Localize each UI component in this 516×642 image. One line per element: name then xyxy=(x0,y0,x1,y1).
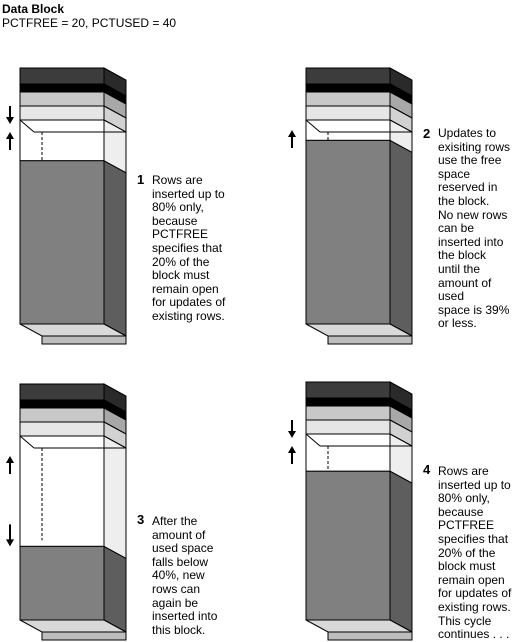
diagram-title: Data Block xyxy=(2,2,65,16)
stage-4-free-space xyxy=(305,433,391,472)
stage-3-bottom-front xyxy=(41,631,127,641)
stage-3-header-layer-4 xyxy=(19,421,105,437)
stage-4-header-layer-2 xyxy=(305,397,391,407)
stage-4-used-side xyxy=(389,470,413,633)
stage-1-used-space xyxy=(19,160,105,325)
stage-3-description: After the amount of used space falls bel… xyxy=(152,514,218,637)
stage-3-block xyxy=(6,383,127,641)
stage-2-header-layer-1 xyxy=(305,67,391,85)
stage-4-header-layer-1 xyxy=(305,381,391,399)
stage-1-header-layer-4 xyxy=(19,105,105,121)
stage-3-used-side xyxy=(103,545,127,633)
stage-1-header-layer-2 xyxy=(19,83,105,93)
stage-2-bottom-front xyxy=(327,335,413,345)
stage-2-header-layer-3 xyxy=(305,91,391,107)
stage-4-free-edge xyxy=(305,433,321,447)
stage-3-header-layer-1 xyxy=(19,383,105,401)
stage-2-block xyxy=(288,67,413,345)
stage-1-block xyxy=(6,67,127,345)
stage-3-number: 3 xyxy=(137,512,145,527)
stage-3-arrow-up-icon xyxy=(6,456,14,474)
stage-1-free-edge xyxy=(19,119,35,133)
stage-3-free-space xyxy=(19,435,105,547)
stage-3-header-layer-2 xyxy=(19,399,105,409)
stage-4-header-layer-3 xyxy=(305,405,391,421)
stage-4-bottom-front xyxy=(327,631,413,641)
stage-1-free-space xyxy=(19,119,105,162)
stage-2-used-side xyxy=(389,139,413,337)
stage-4-arrow-down-icon xyxy=(288,420,296,438)
stage-3-used-space xyxy=(19,545,105,621)
stage-4-block xyxy=(288,381,413,641)
stage-2-arrow-up-icon xyxy=(288,130,296,148)
stage-1-number: 1 xyxy=(137,172,145,187)
stage-1-header-layer-1 xyxy=(19,67,105,85)
stage-3-free-edge xyxy=(19,435,35,449)
stage-2-header-layer-2 xyxy=(305,83,391,93)
stage-4-arrow-up-icon xyxy=(288,446,296,464)
stage-2-header-layer-4 xyxy=(305,105,391,121)
stage-1-header-layer-3 xyxy=(19,91,105,107)
stage-1-used-side xyxy=(103,159,127,337)
stage-2-free-edge xyxy=(305,119,321,133)
stage-1-description: Rows are inserted up to 80% only, becaus… xyxy=(152,173,226,323)
stage-4: 4 Rows are inserted up to 80% only, beca… xyxy=(284,380,516,641)
stage-4-description: Rows are inserted up to 80% only, becaus… xyxy=(438,464,512,642)
stage-1: 1 Rows are inserted up to 80% only, beca… xyxy=(0,66,240,345)
stage-1-bottom-front xyxy=(41,335,127,345)
stage-3: 3 After the amount of used space falls b… xyxy=(0,382,240,641)
stage-3-arrow-down-icon xyxy=(6,524,14,547)
stage-2-description: Updates to exisiting rows use the free s… xyxy=(438,126,511,331)
stage-2-number: 2 xyxy=(423,126,431,141)
stage-3-header-layer-3 xyxy=(19,407,105,423)
stage-4-used-space xyxy=(305,470,391,621)
diagram-subtitle: PCTFREE = 20, PCTUSED = 40 xyxy=(2,16,177,30)
stage-3-free-side xyxy=(103,435,127,560)
stage-4-number: 4 xyxy=(423,462,431,477)
stage-1-arrow-up-icon xyxy=(6,132,14,150)
stage-1-arrow-down-icon xyxy=(6,106,14,124)
stage-4-header-layer-4 xyxy=(305,419,391,435)
stage-2: 2 Updates to exisiting rows use the free… xyxy=(284,66,516,345)
stage-2-used-space xyxy=(305,139,391,325)
